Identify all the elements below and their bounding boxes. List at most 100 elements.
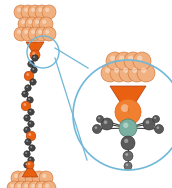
Circle shape xyxy=(28,27,42,41)
Circle shape xyxy=(21,20,25,24)
Circle shape xyxy=(24,8,28,12)
Circle shape xyxy=(18,171,32,185)
Circle shape xyxy=(42,27,56,41)
Circle shape xyxy=(45,184,49,188)
Circle shape xyxy=(42,5,56,19)
Circle shape xyxy=(124,139,128,143)
Circle shape xyxy=(110,64,128,82)
Circle shape xyxy=(14,181,28,188)
Circle shape xyxy=(14,27,28,41)
Circle shape xyxy=(128,56,133,61)
Circle shape xyxy=(42,181,56,188)
Circle shape xyxy=(31,30,35,34)
Circle shape xyxy=(93,124,101,133)
Circle shape xyxy=(42,20,46,24)
Circle shape xyxy=(25,17,39,31)
Circle shape xyxy=(33,56,35,58)
Circle shape xyxy=(29,62,31,64)
Circle shape xyxy=(154,117,156,119)
Circle shape xyxy=(17,30,21,34)
Circle shape xyxy=(39,17,53,31)
Circle shape xyxy=(28,157,34,163)
Circle shape xyxy=(28,163,30,165)
Polygon shape xyxy=(110,86,146,106)
Circle shape xyxy=(26,73,29,76)
Circle shape xyxy=(26,131,36,141)
Circle shape xyxy=(29,158,31,160)
Circle shape xyxy=(29,145,35,151)
Circle shape xyxy=(141,68,146,73)
Circle shape xyxy=(98,117,100,119)
Circle shape xyxy=(137,56,142,61)
Circle shape xyxy=(132,68,137,73)
Polygon shape xyxy=(22,168,38,177)
Circle shape xyxy=(32,68,34,70)
Circle shape xyxy=(123,68,128,73)
Circle shape xyxy=(28,61,34,67)
Circle shape xyxy=(32,171,46,185)
Circle shape xyxy=(17,184,21,188)
Circle shape xyxy=(24,71,34,81)
Circle shape xyxy=(128,64,146,82)
Circle shape xyxy=(7,181,21,188)
Circle shape xyxy=(143,118,155,130)
Circle shape xyxy=(21,5,35,19)
Circle shape xyxy=(35,174,39,178)
Circle shape xyxy=(133,52,151,70)
Circle shape xyxy=(31,67,37,73)
Circle shape xyxy=(28,20,32,24)
Circle shape xyxy=(18,17,32,31)
Circle shape xyxy=(21,27,35,41)
Circle shape xyxy=(137,64,155,82)
Circle shape xyxy=(24,115,30,121)
Circle shape xyxy=(28,5,42,19)
Circle shape xyxy=(31,80,33,82)
Circle shape xyxy=(38,184,42,188)
Circle shape xyxy=(153,115,159,123)
Circle shape xyxy=(42,174,46,178)
Circle shape xyxy=(30,50,40,60)
Circle shape xyxy=(35,20,39,24)
Circle shape xyxy=(114,68,119,73)
Circle shape xyxy=(125,153,128,156)
Circle shape xyxy=(105,68,110,73)
Circle shape xyxy=(121,104,129,112)
Circle shape xyxy=(26,86,28,88)
Circle shape xyxy=(28,133,31,136)
Circle shape xyxy=(121,136,135,150)
Circle shape xyxy=(115,99,141,125)
Circle shape xyxy=(24,162,30,168)
Circle shape xyxy=(106,52,124,70)
Circle shape xyxy=(24,151,30,157)
Circle shape xyxy=(30,146,32,148)
Circle shape xyxy=(124,52,142,70)
Circle shape xyxy=(11,171,25,185)
Circle shape xyxy=(28,98,30,100)
Circle shape xyxy=(95,126,97,129)
Circle shape xyxy=(38,8,42,12)
Circle shape xyxy=(27,97,33,103)
Circle shape xyxy=(14,174,18,178)
Circle shape xyxy=(30,79,36,85)
Circle shape xyxy=(123,151,133,161)
Polygon shape xyxy=(26,42,44,52)
Circle shape xyxy=(101,64,119,82)
Circle shape xyxy=(25,171,39,185)
Circle shape xyxy=(25,139,31,145)
Circle shape xyxy=(23,103,26,106)
Circle shape xyxy=(146,120,149,124)
Circle shape xyxy=(38,30,42,34)
Circle shape xyxy=(24,127,30,133)
Circle shape xyxy=(32,17,46,31)
Circle shape xyxy=(126,164,128,166)
Circle shape xyxy=(28,174,32,178)
Circle shape xyxy=(25,163,27,165)
Circle shape xyxy=(25,85,31,91)
Circle shape xyxy=(119,119,137,137)
Circle shape xyxy=(96,115,104,123)
Circle shape xyxy=(25,128,27,130)
Circle shape xyxy=(29,110,31,112)
Circle shape xyxy=(32,55,38,61)
Circle shape xyxy=(24,30,28,34)
Circle shape xyxy=(14,5,28,19)
